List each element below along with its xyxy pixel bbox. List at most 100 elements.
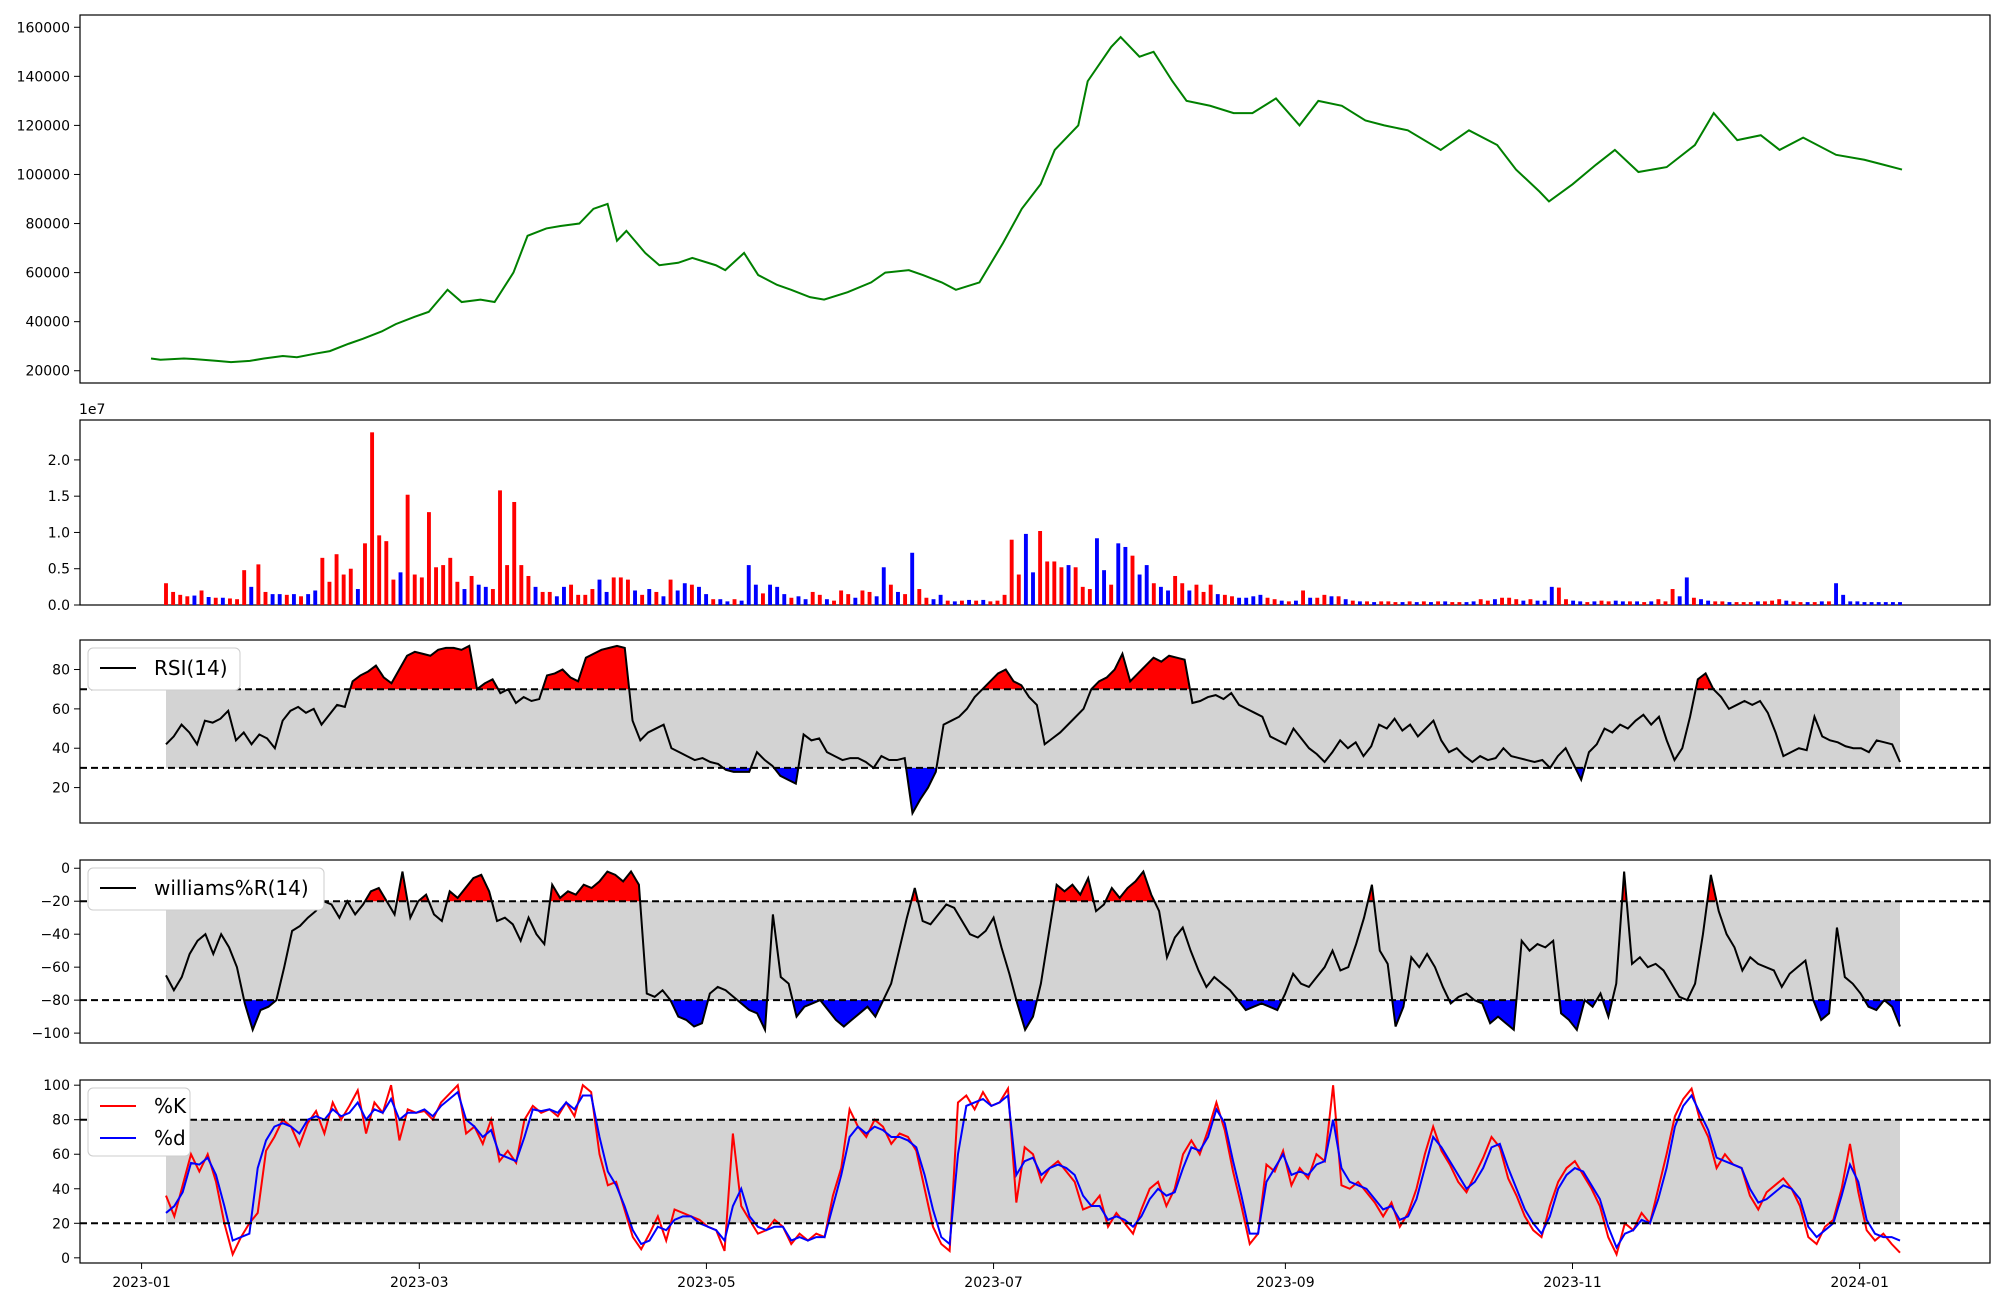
volume-bar [313, 590, 318, 605]
volume-bar [1279, 600, 1284, 605]
volume-bar [1898, 602, 1902, 605]
volume-bar [249, 586, 254, 605]
volume-bar [1734, 602, 1739, 605]
volume-bar [384, 541, 389, 605]
williams-band [166, 901, 1900, 1001]
volume-bar [917, 589, 922, 605]
volume-bar [1137, 574, 1142, 605]
volume-bar [1684, 577, 1689, 605]
x-tick-label: 2023-01 [112, 1275, 171, 1291]
volume-bar [1727, 602, 1732, 605]
volume-bar [888, 584, 893, 605]
volume-bar [1123, 546, 1128, 605]
price-ytick-label: 100000 [17, 167, 70, 183]
volume-bar [1777, 599, 1782, 605]
volume-bar [455, 581, 460, 605]
stochastic-ytick-label: 100 [43, 1078, 70, 1094]
volume-bar [952, 601, 957, 605]
volume-bar [938, 594, 943, 605]
volume-bar [782, 594, 787, 605]
rsi-frame [79, 639, 1991, 824]
williams-oversold-fill [670, 1000, 709, 1027]
volume-bar [405, 494, 410, 605]
volume-bar [562, 586, 566, 605]
volume-bar [647, 589, 652, 605]
volume-bar [1784, 600, 1789, 605]
volume-bar [284, 594, 289, 605]
volume-bar [803, 599, 808, 605]
volume-bar [1436, 601, 1441, 605]
volume-bar [1102, 570, 1107, 605]
volume-bar [832, 600, 836, 605]
volume-bar [1542, 600, 1547, 605]
volume-bar [1464, 602, 1469, 605]
volume-ytick-label: 0.5 [48, 562, 70, 578]
volume-bar [533, 586, 538, 605]
rsi-oversold-fill [906, 767, 937, 814]
volume-bar [526, 575, 531, 605]
volume-bar [1514, 599, 1519, 605]
williams-overbought-fill [365, 888, 387, 902]
rsi-oversold-fill [774, 767, 799, 784]
williams-ytick-label: −100 [32, 1026, 70, 1042]
volume-bar [1656, 599, 1661, 605]
volume-bar [732, 599, 737, 605]
volume-bar [576, 594, 581, 605]
volume-bar [1443, 601, 1448, 605]
rsi-ytick-label: 80 [52, 663, 70, 679]
volume-bar [498, 490, 502, 605]
volume-bar [1748, 602, 1753, 605]
volume-bar [1869, 602, 1874, 605]
volume-bar [412, 574, 417, 605]
volume-bar [1699, 599, 1703, 605]
volume-bar [1571, 600, 1576, 605]
volume-bar [1194, 584, 1199, 605]
volume-bar [896, 591, 900, 605]
williams-legend: williams%R(14) [87, 867, 325, 911]
volume-bar [1301, 590, 1305, 605]
volume-bar [1741, 602, 1746, 605]
stochastic-line-k [165, 1083, 1901, 1258]
price-frame [79, 14, 1991, 384]
volume-bar [1059, 567, 1064, 605]
volume-bar [1642, 602, 1647, 605]
volume-bar [426, 512, 431, 605]
volume-bar [668, 579, 673, 605]
volume-bar [924, 597, 929, 605]
volume-bar [1556, 587, 1561, 605]
volume-bar [1876, 602, 1881, 605]
volume-bar [1755, 601, 1760, 605]
volume-bar [1620, 601, 1625, 605]
volume-bar [1230, 596, 1234, 605]
williams-line [165, 869, 1901, 1034]
volume-bar [334, 554, 339, 605]
rsi-line [165, 644, 1901, 817]
volume-bar [228, 598, 232, 605]
volume-bar [974, 600, 979, 605]
volume-bar [327, 581, 332, 605]
volume-bar [846, 594, 851, 605]
volume-bar [817, 594, 822, 605]
volume-bar [1578, 601, 1583, 605]
volume-bar [1663, 601, 1668, 605]
volume-bar [1016, 574, 1021, 605]
volume-bar [1450, 602, 1455, 605]
rsi-overbought-fill [350, 645, 499, 690]
volume-bar [1251, 596, 1256, 605]
volume-bar [1265, 597, 1270, 605]
volume-bar [171, 591, 176, 605]
volume-bar [739, 600, 744, 605]
price-panel: 20000 40000 60000 80000 100000 120000 140000 16… [17, 14, 1991, 384]
volume-bar [810, 591, 815, 605]
williams-oversold-fill [1559, 1000, 1597, 1030]
williams-panel: −100 −80 −60 −40 −20 0 [32, 859, 1991, 1044]
volume-bar [874, 596, 879, 605]
volume-bar [995, 600, 1000, 605]
volume-bar [476, 584, 481, 605]
price-line [150, 35, 1903, 364]
volume-bar [469, 575, 474, 605]
volume-bar [981, 599, 986, 605]
volume-bar [540, 591, 545, 605]
stochastic-ytick-label: 20 [52, 1216, 70, 1232]
volume-bar [618, 577, 623, 605]
